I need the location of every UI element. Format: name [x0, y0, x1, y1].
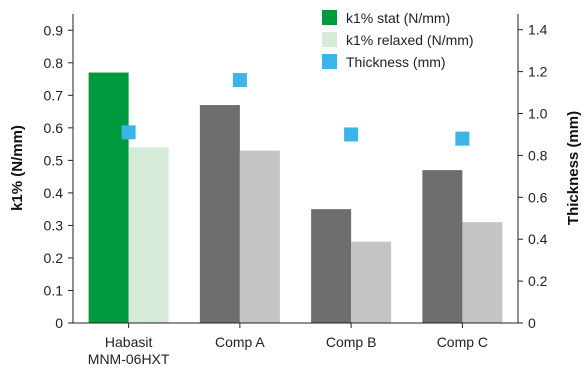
- bar: [462, 222, 503, 323]
- y-right-tick-label: 0.8: [528, 147, 548, 163]
- x-tick-label: Comp C: [437, 334, 488, 350]
- x-tick-label: Habasit: [105, 334, 153, 350]
- y-tick-label: 0.6: [44, 120, 64, 136]
- bar: [88, 72, 129, 324]
- left-axis: 0 0.1 0.2 0.3 0.4 0.5 0.6 0.7 0.8 0.9: [44, 14, 74, 331]
- y-tick-label: 0.3: [44, 217, 64, 233]
- y-right-tick-label: 1.0: [528, 106, 548, 122]
- x-tick-label: Comp A: [215, 334, 265, 350]
- right-axis: 0 0.2 0.4 0.6 0.8 1.0 1.2 1.4: [517, 14, 548, 331]
- y-axis-right-title: Thickness (mm): [565, 111, 582, 225]
- legend-label: k1% relaxed (N/mm): [346, 32, 474, 48]
- legend-swatch: [322, 10, 337, 25]
- bar: [239, 150, 280, 323]
- y-tick-label: 0.5: [44, 152, 64, 168]
- legend: k1% stat (N/mm) k1% relaxed (N/mm) Thickne…: [322, 10, 474, 70]
- bar: [311, 209, 352, 323]
- y-tick-label: 0: [55, 315, 63, 331]
- x-tick-label: Comp B: [326, 334, 377, 350]
- y-tick-label: 0.8: [44, 55, 64, 71]
- y-tick-label: 0.9: [44, 22, 64, 38]
- thickness-marker: [455, 131, 470, 146]
- legend-swatch: [322, 32, 337, 47]
- y-axis-title: k1% (N/mm): [9, 125, 26, 211]
- y-right-tick-label: 0.2: [528, 273, 548, 289]
- bar: [422, 170, 463, 323]
- legend-swatch: [322, 54, 337, 69]
- y-tick-label: 0.7: [44, 87, 64, 103]
- legend-label: k1% stat (N/mm): [346, 10, 450, 26]
- y-tick-label: 0.2: [44, 250, 64, 266]
- thickness-marker: [344, 127, 359, 142]
- bar: [128, 147, 169, 323]
- legend-label: Thickness (mm): [346, 54, 446, 70]
- thickness-marker: [232, 72, 247, 87]
- y-right-tick-label: 0.6: [528, 189, 548, 205]
- y-right-tick-label: 0: [528, 315, 536, 331]
- y-tick-label: 0.4: [44, 185, 64, 201]
- thickness-marker: [121, 125, 136, 140]
- bar: [199, 105, 240, 323]
- bar: [351, 241, 392, 323]
- y-right-tick-label: 1.4: [528, 22, 548, 38]
- y-right-tick-label: 0.4: [528, 231, 548, 247]
- x-tick-label: MNM-06HXT: [88, 351, 170, 367]
- plot-area: [88, 72, 503, 324]
- y-right-tick-label: 1.2: [528, 64, 548, 80]
- y-tick-label: 0.1: [44, 282, 64, 298]
